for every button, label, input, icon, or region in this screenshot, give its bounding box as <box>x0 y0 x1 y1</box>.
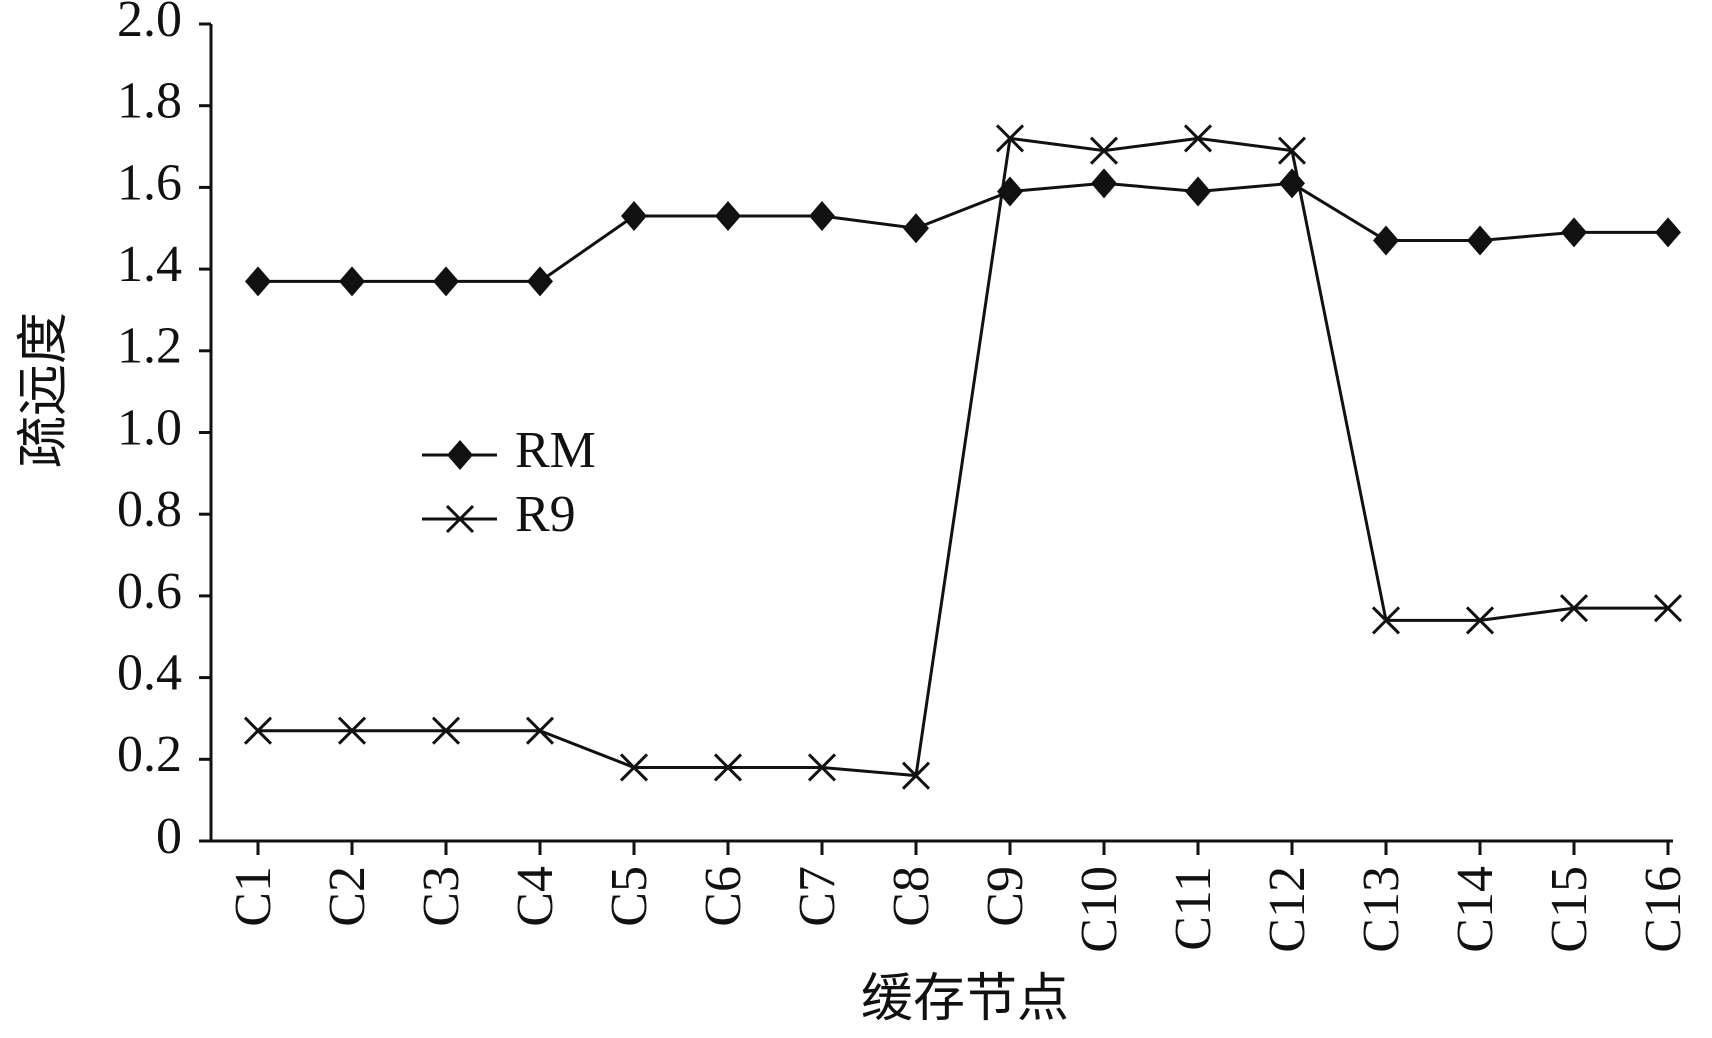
legend-label: R9 <box>515 486 576 543</box>
point <box>527 266 553 297</box>
y-tick-label: 0.2 <box>117 726 182 783</box>
point <box>1373 225 1399 256</box>
point <box>1559 594 1589 623</box>
point <box>433 266 459 297</box>
point <box>901 761 931 790</box>
series-line <box>258 181 1668 283</box>
x-tick-label: C13 <box>1353 866 1410 953</box>
point <box>447 440 473 470</box>
point <box>1089 136 1119 165</box>
point <box>339 266 365 297</box>
x-tick-label: C8 <box>883 866 940 927</box>
x-tick-label: C7 <box>789 866 846 927</box>
point <box>1371 606 1401 635</box>
y-axis-label: 疏远度 <box>16 312 73 468</box>
x-tick-label: C12 <box>1259 866 1316 953</box>
x-tick-label: C16 <box>1635 866 1692 953</box>
y-tick-label: 0 <box>156 808 182 865</box>
x-axis-label: 缓存节点 <box>861 971 1069 1028</box>
point <box>245 266 271 297</box>
y-tick-label: 1.8 <box>117 73 182 130</box>
point <box>1561 217 1587 248</box>
point <box>619 753 649 782</box>
y-tick-label: 0.6 <box>117 563 182 620</box>
x-tick-label: C9 <box>977 866 1034 927</box>
point <box>525 716 555 745</box>
y-tick-label: 1.2 <box>117 318 182 375</box>
x-tick-label: C2 <box>319 866 376 927</box>
y-tick-label: 1.4 <box>117 236 182 293</box>
point <box>1091 168 1117 199</box>
point <box>903 213 929 244</box>
point <box>1277 136 1307 165</box>
point <box>1655 217 1681 248</box>
x-tick-label: C3 <box>413 866 470 927</box>
point <box>713 753 743 782</box>
y-tick-label: 2.0 <box>117 0 182 48</box>
series-line <box>258 136 1668 778</box>
x-tick-label: C4 <box>507 866 564 927</box>
x-tick-label: C15 <box>1541 866 1598 953</box>
point <box>1183 124 1213 153</box>
point <box>243 716 273 745</box>
point <box>995 124 1025 153</box>
point <box>809 200 835 231</box>
point <box>1653 594 1683 623</box>
point <box>1185 176 1211 207</box>
y-tick-label: 1.0 <box>117 399 182 456</box>
point <box>337 716 367 745</box>
point <box>715 200 741 231</box>
y-tick-label: 0.4 <box>117 645 182 702</box>
point <box>445 504 475 534</box>
point <box>1465 606 1495 635</box>
legend-label: RM <box>515 422 596 479</box>
x-tick-label: C1 <box>225 866 282 927</box>
point <box>621 200 647 231</box>
x-tick-label: C14 <box>1447 866 1504 953</box>
point <box>1467 225 1493 256</box>
x-tick-label: C6 <box>695 866 752 927</box>
point <box>431 716 461 745</box>
x-tick-label: C10 <box>1071 866 1128 953</box>
axes <box>209 24 1673 843</box>
y-tick-label: 0.8 <box>117 481 182 538</box>
x-tick-label: C11 <box>1165 866 1222 951</box>
y-tick-label: 1.6 <box>117 154 182 211</box>
point <box>807 753 837 782</box>
x-tick-label: C5 <box>601 866 658 927</box>
